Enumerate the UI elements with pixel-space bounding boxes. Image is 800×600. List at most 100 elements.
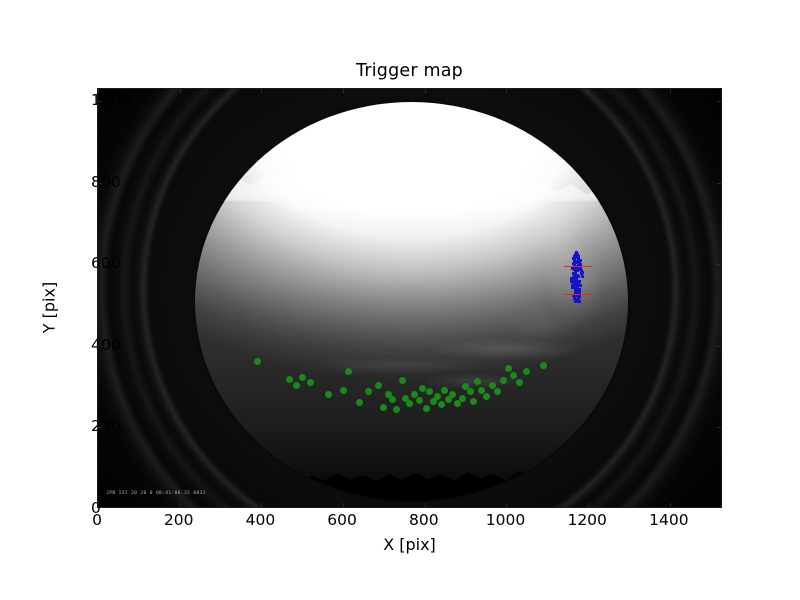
sky-brightness-gradient: [194, 101, 628, 501]
cluster-pixel: [575, 251, 578, 255]
trigger-point: [458, 394, 466, 402]
trigger-point: [253, 357, 261, 365]
cluster-pixel: [575, 294, 579, 298]
trigger-point: [405, 400, 413, 408]
x-tick-label: 200: [163, 511, 194, 529]
trigger-point: [522, 368, 530, 376]
trigger-point: [539, 361, 547, 369]
cluster-pixel: [579, 265, 583, 269]
x-tick-label: 600: [327, 511, 357, 529]
allsky-camera-image: JPN 132 20 20 0 08:41:06.35 0031: [98, 89, 721, 507]
trigger-point: [365, 388, 373, 396]
cluster-pixel: [570, 284, 574, 288]
x-tick: [506, 503, 508, 507]
cluster-pixel: [570, 266, 574, 270]
cluster-pixel: [575, 278, 579, 282]
x-tick: [261, 503, 263, 507]
cluster-pixel: [578, 262, 582, 266]
trigger-point: [467, 388, 475, 396]
trigger-point: [339, 387, 347, 395]
cluster-pixel: [571, 281, 575, 285]
x-tick: [669, 89, 671, 93]
cluster-pixel: [572, 278, 576, 282]
x-tick-label: 0: [92, 511, 102, 529]
cluster-pixel: [578, 288, 582, 292]
y-tick: [98, 264, 102, 266]
y-tick: [717, 182, 721, 184]
x-tick: [343, 503, 345, 507]
y-tick: [98, 345, 102, 347]
x-tick: [669, 503, 671, 507]
x-tick: [343, 89, 345, 93]
cluster-pixel: [579, 269, 583, 273]
x-tick: [261, 89, 263, 93]
trigger-point: [449, 390, 457, 398]
trigger-point: [293, 381, 301, 389]
y-tick: [717, 101, 721, 103]
cluster-pixel: [572, 297, 576, 301]
trigger-point: [375, 381, 383, 389]
disc-limb-highlight: [194, 101, 628, 501]
x-tick: [98, 89, 99, 93]
cluster-pixel: [578, 259, 582, 263]
sky-disc: [194, 101, 628, 501]
cluster-pixel: [576, 282, 580, 286]
trigger-point: [494, 388, 501, 396]
trigger-point: [478, 387, 486, 395]
cluster-pixel: [571, 294, 575, 298]
trigger-point: [510, 371, 518, 379]
cluster-pixel: [576, 269, 580, 273]
trigger-point: [426, 388, 434, 396]
y-tick: [717, 264, 721, 266]
plot-axes[interactable]: JPN 132 20 20 0 08:41:06.35 0031: [97, 88, 722, 508]
cloud-streaks: [194, 101, 628, 501]
trigger-point: [430, 398, 438, 406]
x-axis-title: X [pix]: [383, 535, 436, 554]
cluster-pixel: [577, 299, 581, 303]
trigger-point: [398, 376, 406, 384]
cluster-pixel: [574, 289, 578, 293]
cluster-pixel: [575, 286, 579, 290]
cluster-pixel: [576, 255, 580, 259]
trigger-point: [345, 368, 353, 376]
cluster-pixel: [571, 262, 575, 266]
trigger-point: [416, 397, 424, 405]
trigger-point: [470, 397, 478, 405]
y-tick: [717, 427, 721, 429]
cluster-pixel: [573, 298, 577, 302]
x-tick: [588, 503, 590, 507]
cluster-pixel: [574, 252, 578, 256]
trigger-point: [505, 365, 513, 373]
trigger-point: [433, 392, 441, 400]
cluster-pixel: [580, 271, 584, 275]
cluster-pixel: [574, 254, 578, 258]
cluster-pixel: [572, 272, 576, 276]
x-tick: [179, 89, 181, 93]
cluster-pixel: [569, 279, 573, 283]
camera-timestamp: JPN 132 20 20 0 08:41:06.35 0031: [106, 491, 206, 497]
cluster-pixel: [574, 275, 578, 279]
trigger-point: [401, 394, 409, 402]
cluster-pixel: [571, 276, 575, 280]
cluster-pixel: [573, 284, 577, 288]
trigger-point: [453, 400, 461, 408]
cluster-pixel: [574, 281, 578, 285]
y-axis-title: Y [pix]: [39, 281, 59, 334]
trigger-point: [437, 401, 445, 409]
cluster-pixel: [576, 266, 580, 270]
trigger-point: [462, 382, 470, 390]
page-title: Trigger map: [356, 61, 463, 81]
trigger-point: [516, 379, 524, 387]
x-tick-label: 1000: [485, 511, 526, 529]
cluster-pixel: [577, 275, 581, 279]
trigger-point: [286, 375, 294, 383]
cluster-pixel: [578, 280, 582, 284]
trigger-point: [389, 396, 397, 404]
y-tick: [717, 345, 721, 347]
errorbar-horizontal: [563, 265, 593, 267]
trigger-point: [483, 392, 491, 400]
trigger-point: [355, 399, 363, 407]
x-tick-label: 1200: [567, 511, 607, 529]
cluster-pixel: [576, 297, 580, 301]
y-tick: [98, 182, 102, 184]
